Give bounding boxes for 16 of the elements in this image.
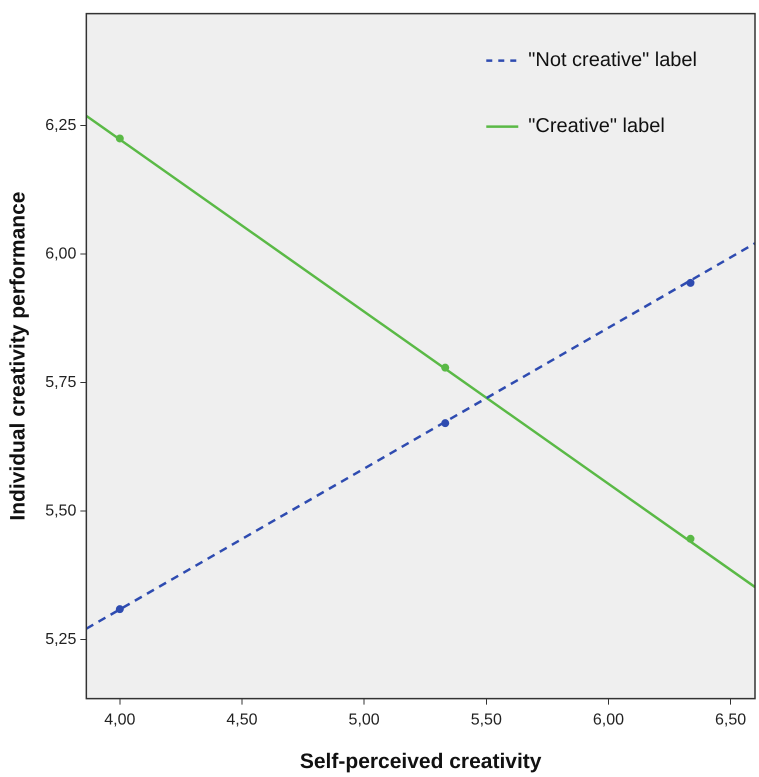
legend-label: "Creative" label <box>528 115 665 138</box>
x-tick-label: 6,00 <box>592 712 624 729</box>
x-tick-label: 6,50 <box>715 712 746 729</box>
y-tick-label: 5,50 <box>45 502 76 520</box>
y-tick-label: 5,25 <box>45 630 76 648</box>
y-axis-title: Individual creativity performance <box>6 192 30 521</box>
legend-label: "Not creative" label <box>528 49 698 72</box>
y-tick-label: 6,25 <box>45 117 76 134</box>
point <box>686 278 695 287</box>
y-tick-label: 6,00 <box>45 246 76 262</box>
x-tick-label: 5,00 <box>348 712 380 729</box>
y-tick-label: 5,75 <box>45 374 76 391</box>
x-tick-label: 4,50 <box>226 712 258 729</box>
x-tick-label: 5,50 <box>470 712 502 729</box>
x-axis-title: Self-perceived creativity <box>300 750 542 774</box>
x-tick-label: 4,00 <box>104 712 136 729</box>
